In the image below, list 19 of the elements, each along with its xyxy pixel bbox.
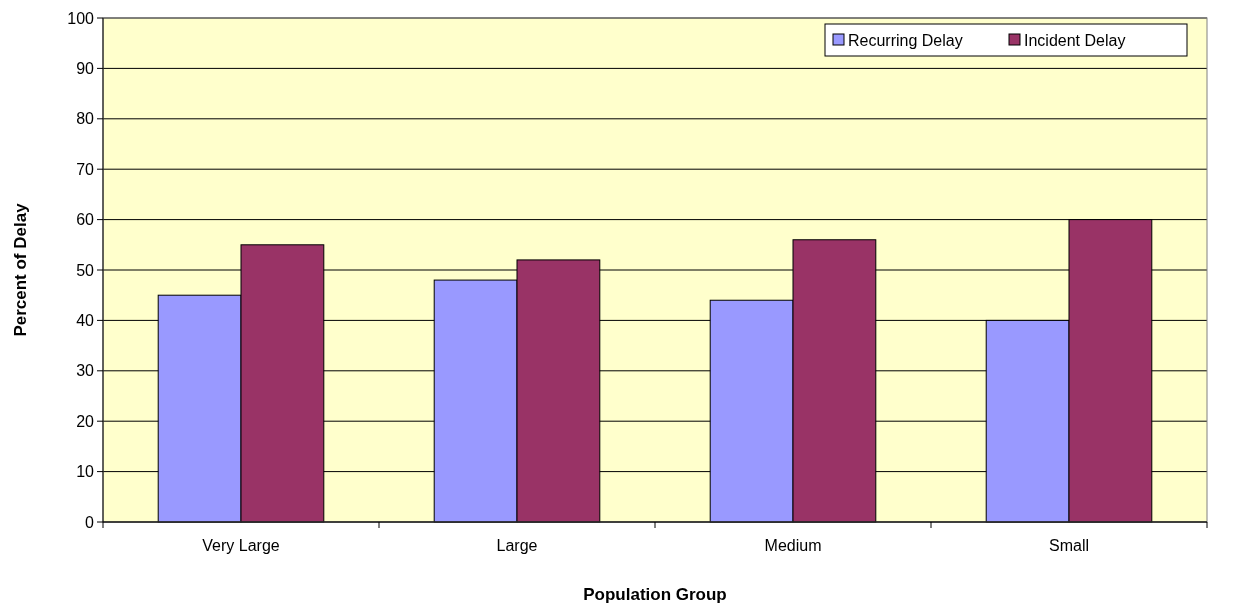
y-tick-label: 70 (76, 160, 95, 178)
y-tick-label: 20 (76, 412, 95, 430)
y-axis-title: Percent of Delay (11, 202, 30, 337)
x-tick-label: Very Large (202, 537, 280, 554)
x-axis-title: Population Group (583, 585, 727, 604)
y-tick-label: 40 (76, 312, 95, 329)
y-tick-label: 60 (76, 211, 95, 229)
legend-label: Incident Delay (1024, 31, 1126, 49)
y-tick-label: 100 (67, 9, 95, 27)
x-tick-label: Medium (764, 537, 822, 554)
y-tick-label: 30 (76, 362, 95, 380)
legend-label: Recurring Delay (848, 31, 963, 49)
x-tick-label: Large (496, 537, 538, 554)
y-tick-label: 10 (76, 463, 95, 481)
y-tick-label: 50 (76, 261, 95, 279)
y-tick-label: 90 (76, 60, 95, 77)
x-tick-label: Small (1048, 537, 1090, 554)
y-tick-label: 80 (76, 110, 95, 128)
y-tick-label: 0 (85, 513, 95, 531)
